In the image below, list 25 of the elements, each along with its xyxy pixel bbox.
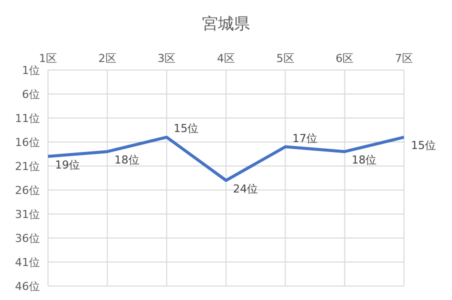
y-tick-label: 11位 [15,112,40,125]
y-tick-label: 1位 [22,64,40,77]
x-tick-label: 6区 [336,52,354,65]
data-label: 18位 [114,154,140,167]
data-label: 15位 [174,122,199,136]
data-label: 19位 [55,158,80,172]
chart-title: 宮城県 [201,13,251,35]
y-tick-label: 41位 [15,256,40,269]
y-tick-label: 36位 [15,232,40,245]
y-tick-label: 6位 [22,88,40,101]
x-tick-label: 2区 [98,52,116,65]
x-tick-label: 4区 [217,52,235,65]
y-tick-label: 26位 [15,184,40,197]
x-tick-label: 5区 [276,52,294,65]
x-tick-label: 7区 [395,52,413,65]
y-tick-label: 46位 [15,280,40,293]
y-tick-label: 16位 [15,136,40,149]
y-tick-label: 21位 [15,160,40,173]
data-label: 18位 [352,154,377,167]
data-label: 24位 [233,182,258,196]
x-tick-label: 3区 [158,52,176,65]
x-tick-label: 1区 [39,52,57,65]
y-tick-label: 31位 [15,208,40,221]
data-label: 15位 [411,139,436,152]
data-label: 17位 [292,132,318,145]
